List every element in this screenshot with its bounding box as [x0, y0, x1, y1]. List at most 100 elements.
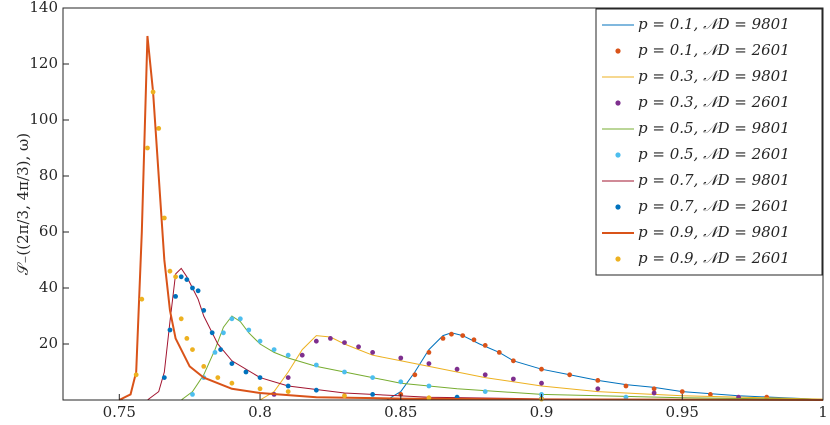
- x-tick-label: 0.85: [384, 403, 417, 421]
- marker: [133, 372, 139, 378]
- marker: [184, 277, 190, 282]
- marker: [313, 338, 319, 344]
- marker: [539, 380, 544, 386]
- marker: [178, 316, 184, 322]
- marker: [426, 350, 432, 355]
- marker: [139, 296, 145, 302]
- legend-swatch: [615, 152, 621, 158]
- marker: [243, 369, 249, 375]
- marker: [161, 375, 167, 380]
- marker: [190, 392, 195, 397]
- marker: [510, 358, 516, 364]
- marker: [173, 274, 178, 280]
- marker: [212, 350, 218, 355]
- marker: [342, 393, 347, 399]
- axes-box: [62, 7, 824, 401]
- marker: [482, 389, 488, 394]
- marker: [398, 355, 404, 361]
- legend-label: p = 0.1, 𝒩D = 2601: [638, 41, 790, 59]
- marker: [449, 331, 454, 337]
- marker: [156, 125, 162, 131]
- marker: [708, 392, 713, 397]
- marker: [313, 362, 319, 368]
- marker: [482, 372, 488, 378]
- legend-label: p = 0.5, 𝒩D = 9801: [638, 119, 790, 137]
- marker: [398, 379, 404, 385]
- legend-swatch: [615, 48, 621, 54]
- marker: [167, 327, 173, 333]
- marker: [257, 375, 263, 380]
- marker: [229, 361, 235, 366]
- marker: [190, 347, 195, 352]
- marker: [679, 389, 685, 394]
- legend-label: p = 0.7, 𝒩D = 9801: [638, 171, 790, 189]
- y-tick-label: 80: [39, 166, 58, 184]
- marker: [299, 352, 305, 358]
- marker: [539, 366, 544, 372]
- marker: [510, 376, 516, 382]
- marker: [471, 337, 477, 343]
- marker: [342, 369, 347, 375]
- marker: [246, 327, 252, 333]
- marker: [201, 308, 207, 313]
- marker: [190, 285, 195, 291]
- x-tick-label: 0.8: [248, 403, 272, 421]
- marker: [356, 344, 361, 350]
- legend-swatch: [615, 204, 621, 210]
- marker: [229, 380, 235, 386]
- marker: [440, 336, 446, 341]
- marker: [370, 350, 376, 355]
- marker: [285, 383, 291, 389]
- marker: [370, 392, 376, 397]
- marker: [285, 352, 291, 358]
- marker: [370, 375, 376, 380]
- marker: [342, 340, 347, 345]
- marker: [161, 215, 167, 221]
- marker: [426, 395, 432, 401]
- marker: [237, 316, 243, 322]
- marker: [195, 288, 201, 294]
- marker: [257, 386, 263, 392]
- marker: [201, 364, 207, 369]
- legend-label: p = 0.3, 𝒩D = 9801: [638, 67, 790, 85]
- marker: [496, 350, 502, 355]
- marker: [426, 361, 432, 366]
- marker: [285, 389, 291, 394]
- x-tick-label: 0.95: [666, 403, 699, 421]
- legend-box: [595, 8, 823, 276]
- y-tick-label: 40: [39, 278, 58, 296]
- marker: [229, 316, 235, 322]
- marker: [313, 387, 319, 393]
- marker: [567, 372, 573, 378]
- marker: [215, 375, 221, 380]
- marker: [482, 343, 488, 348]
- marker: [184, 336, 190, 341]
- y-tick-label: 120: [29, 54, 58, 72]
- marker: [460, 333, 466, 338]
- line: [180, 315, 824, 401]
- y-tick-label: 140: [29, 0, 58, 16]
- marker: [651, 386, 657, 392]
- y-axis-label: 𝒮₋((2π/3, 4π/3), ω): [14, 133, 32, 275]
- legend-label: p = 0.9, 𝒩D = 2601: [638, 249, 790, 267]
- marker: [595, 378, 601, 383]
- marker: [218, 347, 224, 352]
- marker: [595, 386, 601, 392]
- marker: [150, 89, 156, 95]
- marker: [623, 383, 629, 389]
- line: [259, 335, 824, 401]
- legend-label: p = 0.5, 𝒩D = 2601: [638, 145, 790, 163]
- marker: [285, 375, 291, 380]
- legend-label: p = 0.3, 𝒩D = 2601: [638, 93, 790, 111]
- marker: [257, 338, 263, 344]
- line: [118, 35, 824, 401]
- marker: [173, 294, 178, 299]
- legend-label: p = 0.1, 𝒩D = 9801: [638, 15, 790, 33]
- y-tick-label: 20: [39, 334, 58, 352]
- y-tick-label: 100: [29, 110, 58, 128]
- x-tick-label: 0.9: [530, 403, 554, 421]
- marker: [209, 330, 215, 336]
- marker: [271, 347, 277, 352]
- marker: [454, 366, 460, 372]
